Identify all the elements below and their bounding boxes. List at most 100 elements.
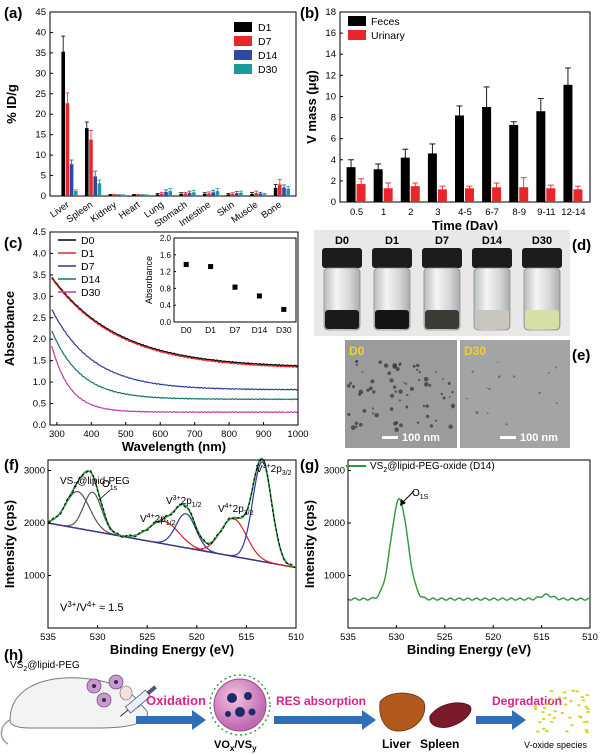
c-ytick-label-1.5: 1.5: [33, 356, 46, 367]
tem-particle-d0: [390, 393, 394, 398]
a-ytick-label-20: 20: [35, 109, 46, 120]
f-ratio-label: V3+/V4+ ≈ 1.5: [60, 600, 123, 614]
tem-particle-d0: [354, 421, 359, 426]
c-xtick-label-700: 700: [187, 429, 203, 440]
vial-label-D1: D1: [385, 235, 399, 247]
arrow-res-absorption: [274, 710, 376, 730]
chart-g-xps: 1000 2000 3000 535 530 525 520 515 510 Intensity …: [302, 459, 598, 657]
a-legend-D14: D14: [258, 50, 277, 62]
h-product-label: VOx/VSy: [214, 739, 257, 753]
oxide-dot: [563, 696, 567, 699]
c-inset-ytick-label-0.8: 0.8: [160, 284, 172, 293]
a-ytick-label-10: 10: [35, 150, 46, 161]
b-legend-swatch-Feces: [348, 16, 366, 26]
b-bar-Urinary-9-11: [546, 188, 556, 202]
a-ytick-label-30: 30: [35, 68, 46, 79]
oxide-dot: [577, 704, 581, 707]
b-bar-Urinary-3: [437, 189, 447, 202]
tem-particle-d0: [389, 407, 394, 411]
a-bar-D14-Skin: [235, 193, 239, 196]
tem-particle-d0: [403, 381, 405, 384]
c-inset-ytick-label-0.4: 0.4: [160, 301, 172, 310]
b-ytick-label-8: 8: [331, 113, 336, 124]
a-bar-D7-Muscle: [254, 193, 258, 196]
tem-particle-d0: [355, 359, 359, 364]
c-inset-xtick-label-D1: D1: [205, 325, 216, 335]
panel-e-label: (e): [572, 347, 590, 364]
a-bar-D7-Kidney: [112, 194, 117, 196]
b-bar-Urinary-2: [410, 186, 420, 202]
syringe: [120, 685, 157, 717]
oxide-dot: [547, 713, 552, 716]
b-bar-Urinary-0.5: [356, 184, 366, 202]
b-bar-Urinary-4-5: [465, 188, 474, 202]
panel-c-label: (c): [4, 235, 22, 252]
oxide-dot: [552, 716, 557, 719]
tem-particle-d30: [486, 387, 488, 389]
c-ytick-label-0.5: 0.5: [33, 399, 46, 410]
c-ytick-label-4: 4.0: [33, 248, 46, 259]
a-ytick-label-35: 35: [35, 48, 46, 59]
tem-particle-d0: [387, 371, 392, 376]
vs2-nanoparticles: [86, 674, 124, 708]
c-plot-frame: [49, 231, 299, 426]
b-xtick-label-2: 2: [408, 207, 413, 218]
oxide-dot: [535, 730, 540, 733]
tem-particle-d0: [424, 382, 429, 387]
c-ytick-label-2: 2.0: [33, 334, 46, 345]
a-bar-D7-Liver: [65, 103, 70, 196]
tem-scale-d0: 100 nm: [402, 432, 440, 444]
c-line-D7: [51, 309, 299, 391]
g-peak-arrow: [401, 490, 415, 504]
tem-scalebar-d30: [500, 436, 516, 439]
tem-particle-d0: [451, 406, 455, 409]
vox-vsy-particle: [209, 674, 271, 736]
tem-particle-d0: [404, 382, 408, 385]
g-xtick-label-525: 525: [437, 632, 453, 643]
chart-c-absorbance: 0.0 0.5 1.0 1.5 2.0 2.5 3.0 3.5 4.0 4.5 300 400 500 6…: [2, 227, 309, 454]
mouse-body: [9, 677, 149, 729]
b-xlabel: Time (Day): [432, 218, 498, 233]
chart-a-biodistribution: 051015202530354045LiverSpleenKidneyHeart…: [4, 7, 297, 230]
g-peak-label: O1S: [412, 488, 429, 501]
b-xtick-label-6-7: 6-7: [485, 207, 499, 218]
a-bar-D14-Kidney: [117, 195, 121, 196]
panel-b-label: (b): [300, 5, 319, 22]
a-bar-D1-Heart: [132, 194, 136, 196]
panel-f-annotations: VS2@lipid-PEG O1s V4+2p1/2 V3+2p1/2 V4+2…: [60, 463, 292, 614]
b-ytick-label-18: 18: [325, 7, 336, 18]
f-v4-2p12-label: V4+2p1/2: [140, 513, 176, 527]
a-bar-D14-Bone: [282, 187, 286, 196]
c-xtick-label-1000: 1000: [287, 429, 308, 440]
tem-tag-d0: D0: [349, 344, 365, 358]
tem-particle-d0: [447, 381, 451, 385]
tem-particle-d0: [416, 421, 420, 424]
a-bar-D7-Lung: [160, 193, 164, 196]
a-xtick-label-Bone: Bone: [259, 199, 283, 221]
tem-particle-d0: [418, 379, 421, 382]
c-ytick-label-3.5: 3.5: [33, 270, 46, 281]
tem-particle-d0: [362, 408, 367, 413]
f-plot-frame: [47, 459, 297, 629]
a-bar-D1-Liver: [61, 51, 65, 196]
b-bar-Feces-1: [373, 169, 383, 202]
tem-particle-d30: [512, 375, 516, 378]
a-legend-swatch-D7: [234, 36, 252, 46]
a-bar-D30-Intestine: [215, 191, 220, 196]
panel-h-label: (h): [4, 647, 23, 664]
tem-particle-d30: [538, 391, 541, 395]
c-xlabel: Wavelength (nm): [122, 439, 226, 454]
tem-particle-d0: [366, 388, 370, 392]
oxide-dot: [560, 712, 565, 715]
vial-liquid-D0: [325, 310, 359, 329]
f-ylabel: Intensity (cps): [2, 500, 17, 588]
g-xtick-label-515: 515: [534, 632, 550, 643]
b-legend-Feces: Feces: [371, 16, 400, 28]
f-v3-2p32-label: V3+2p3/2: [256, 463, 292, 477]
panel-a-label: (a): [4, 5, 22, 22]
f-raw-data: [47, 458, 296, 569]
b-bar-Feces-6-7: [482, 107, 492, 202]
g-xlabel: Binding Energy (eV): [407, 642, 531, 657]
tem-particle-d0: [418, 371, 421, 374]
c-xtick-label-400: 400: [83, 429, 99, 440]
